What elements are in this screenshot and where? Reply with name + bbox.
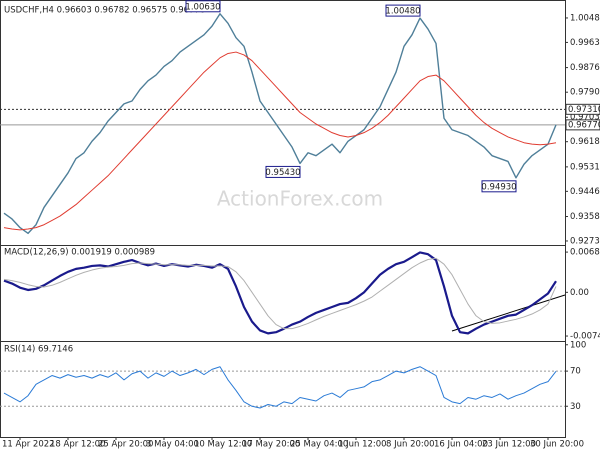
y-tick-label: 0.006861 [570,248,600,258]
x-tick-label: 25 May 04:00 [290,440,348,450]
x-tick-label: 23 Jun 12:00 [482,440,536,450]
y-tick-label: 0.92735 [570,236,600,246]
series-line [3,366,557,409]
x-tick-label: 10 May 12:00 [194,440,252,450]
y-tick-label: 0.96185 [570,137,600,147]
watermark: ActionForex.com [217,187,383,211]
y-tick-label: 0.99635 [570,38,600,48]
x-tick-label: 17 May 20:00 [242,440,300,450]
annotation-box [265,165,301,178]
y-tick-label: -0.007454 [570,332,600,342]
x-tick-label: 3 May 04:00 [146,440,199,450]
price-label: 0.97310 [568,105,600,115]
series-line [3,257,557,330]
x-tick-label: 1 Jun 12:00 [338,440,387,450]
x-tick-label: 11 Apr 2022 [2,440,55,450]
y-tick-label: 0.00 [570,288,589,298]
y-tick-label: 0.97035 [570,113,600,123]
annotation-label: 1.00630 [185,2,220,12]
panel-title: USDCHF,H4 0.96603 0.96782 0.96575 0.9677… [4,6,205,16]
annotation-label: 1.00480 [385,7,420,17]
price-label: 0.96770 [568,120,600,130]
panel-title: RSI(14) 69.7146 [4,345,73,355]
series-line [3,13,557,235]
rsi-panel [0,341,566,438]
y-tick-label: 0.93585 [570,212,600,222]
annotation-box [481,180,517,193]
panel-title: MACD(12,26,9) 0.001919 0.000989 [4,248,155,258]
x-tick-label: 25 Apr 20:00 [98,440,153,450]
x-tick-label: 30 Jun 20:00 [530,440,584,450]
series-line [3,251,557,335]
y-tick-label: 70 [570,367,581,377]
price-label-box [565,103,600,115]
annotation-box [185,0,221,13]
x-tick-label: 8 Jun 20:00 [386,440,435,450]
x-tick-label: 18 Apr 12:00 [50,440,105,450]
series-line [3,51,557,231]
y-tick-label: 0.97905 [570,88,600,98]
annotation-label: 0.95430 [265,168,300,178]
annotation-box [385,4,421,17]
price-label-box [565,119,600,131]
x-tick-label: 16 Jun 04:00 [434,440,488,450]
y-tick-label: 1.00485 [570,13,600,23]
annotation-label: 0.94930 [481,182,516,192]
trend-line [451,294,566,332]
y-tick-label: 100 [570,340,586,350]
y-tick-label: 30 [570,402,581,412]
